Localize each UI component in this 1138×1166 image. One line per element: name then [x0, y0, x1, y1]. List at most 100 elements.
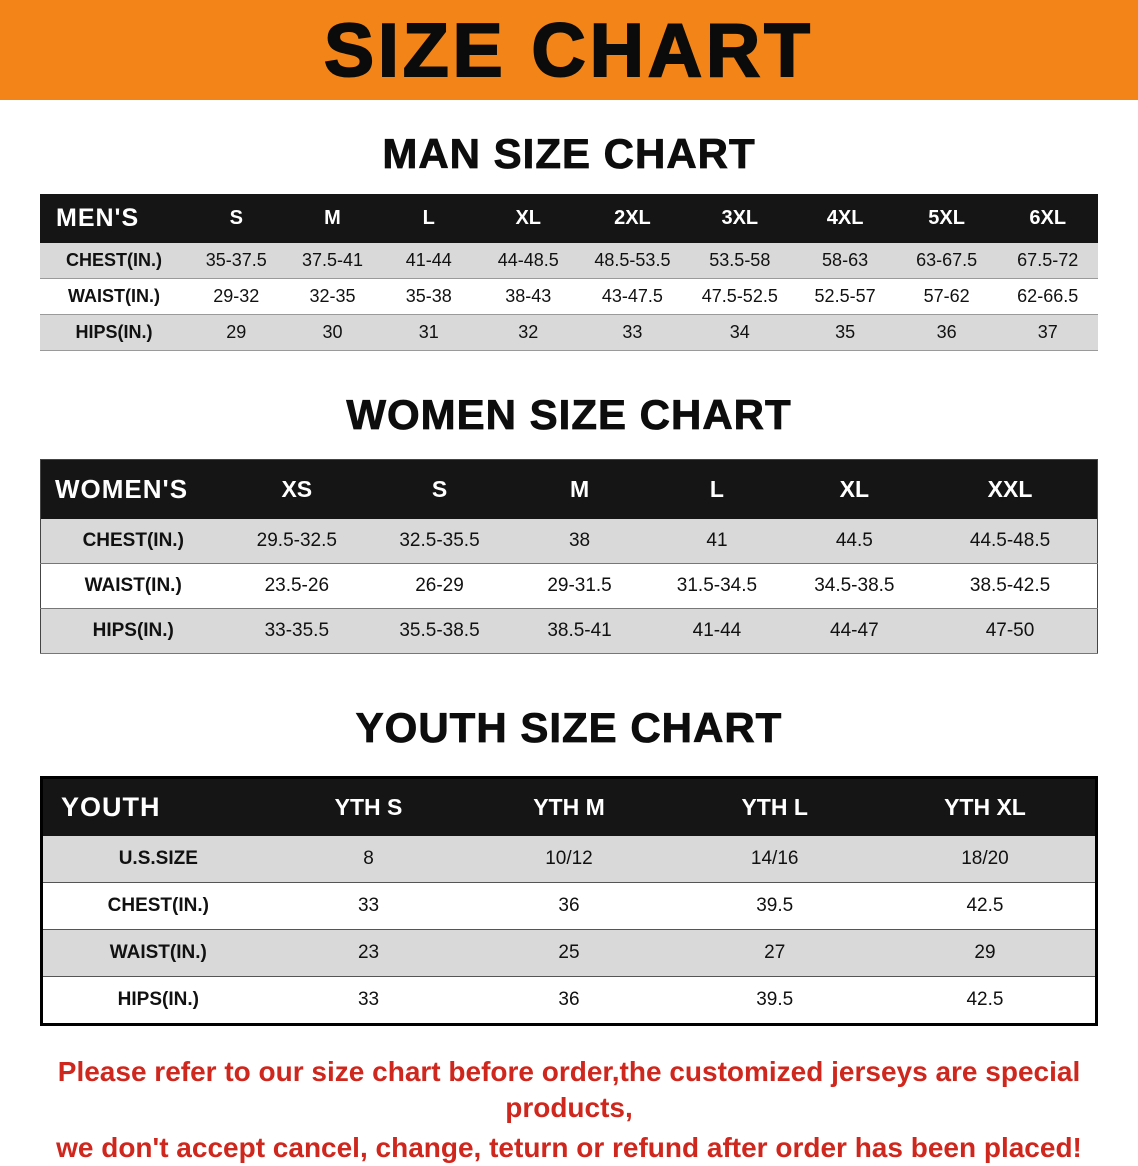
- men-waist-row: WAIST(IN.) 29-32 32-35 35-38 38-43 43-47…: [40, 279, 1098, 315]
- value-cell: 29.5-32.5: [256, 530, 337, 551]
- value-cell: 8: [363, 848, 374, 869]
- value-cell: 52.5-57: [814, 286, 876, 306]
- value-cell: 29-31.5: [547, 575, 612, 596]
- youth-size-header: YTH M: [463, 777, 675, 836]
- women-section: WOMEN SIZE CHART WOMEN'S XS S M L XL XXL: [0, 391, 1138, 654]
- youth-heading: YOUTH SIZE CHART: [355, 704, 783, 752]
- value-cell: 44.5-48.5: [969, 530, 1051, 551]
- men-hips-row: HIPS(IN.) 29 30 31 32 33 34 35 36 37: [40, 314, 1098, 351]
- value-cell: 32-35: [309, 286, 356, 306]
- row-label: U.S.SIZE: [118, 848, 198, 869]
- value-cell: 30: [322, 322, 343, 342]
- women-size-header: XL: [785, 459, 924, 519]
- value-cell: 33: [357, 895, 380, 916]
- value-cell: 38: [568, 530, 591, 551]
- youth-size-header: YTH L: [674, 777, 875, 836]
- value-cell: 36: [558, 989, 580, 1010]
- value-cell: 47-50: [985, 620, 1035, 641]
- value-cell: 26-29: [415, 575, 464, 596]
- youth-section: YOUTH SIZE CHART YOUTH YTH S YTH M YTH L…: [0, 704, 1138, 1026]
- men-section: MAN SIZE CHART MEN'S S M L XL 2XL 3XL 4X…: [0, 130, 1138, 351]
- men-size-header: S: [188, 194, 285, 243]
- row-label: WAIST(IN.): [68, 286, 161, 306]
- women-hips-row: HIPS(IN.) 33-35.5 35.5-38.5 38.5-41 41-4…: [40, 608, 1098, 654]
- youth-waist-row: WAIST(IN.) 23 25 27 29: [41, 929, 1097, 977]
- youth-ussize-row: U.S.SIZE 8 10/12 14/16 18/20: [41, 836, 1097, 883]
- value-cell: 27: [764, 942, 786, 963]
- value-cell: 10/12: [545, 848, 593, 869]
- youth-size-header: YTH S: [273, 777, 464, 836]
- women-size-header: XS: [225, 459, 369, 519]
- value-cell: 42.5: [966, 895, 1004, 916]
- value-cell: 41: [706, 530, 728, 551]
- women-size-table: WOMEN'S XS S M L XL XXL CHEST(IN.) 29.5-…: [40, 459, 1098, 654]
- men-size-header: 2XL: [579, 194, 686, 243]
- value-cell: 35-38: [405, 286, 452, 306]
- value-cell: 37.5-41: [301, 250, 364, 270]
- value-cell: 18/20: [961, 848, 1009, 869]
- value-cell: 29: [226, 322, 247, 342]
- value-cell: 31: [418, 322, 439, 342]
- value-cell: 44.5: [835, 530, 873, 551]
- value-cell: 63-67.5: [916, 250, 978, 270]
- value-cell: 31.5-34.5: [676, 575, 758, 596]
- row-label: CHEST(IN.): [82, 530, 184, 551]
- value-cell: 23.5-26: [264, 575, 330, 596]
- women-size-header: XXL: [923, 459, 1098, 519]
- women-size-header: L: [648, 459, 786, 519]
- men-size-header: 6XL: [997, 194, 1098, 243]
- value-cell: 25: [558, 942, 580, 963]
- value-cell: 33-35.5: [264, 620, 330, 641]
- men-size-header: 4XL: [794, 194, 896, 243]
- men-size-header: 3XL: [685, 194, 795, 243]
- value-cell: 33: [357, 989, 380, 1010]
- men-size-header: M: [284, 194, 381, 243]
- value-cell: 39.5: [756, 895, 794, 916]
- value-cell: 23: [357, 942, 380, 963]
- youth-table-label: YOUTH: [41, 777, 274, 836]
- row-label: WAIST(IN.): [109, 942, 207, 963]
- value-cell: 58-63: [822, 250, 869, 270]
- row-label: CHEST(IN.): [66, 250, 163, 270]
- value-cell: 43-47.5: [601, 286, 663, 306]
- value-cell: 38.5-42.5: [969, 575, 1051, 596]
- women-waist-row: WAIST(IN.) 23.5-26 26-29 29-31.5 31.5-34…: [40, 564, 1098, 609]
- value-cell: 35: [835, 322, 856, 342]
- value-cell: 14/16: [750, 848, 799, 869]
- value-cell: 35.5-38.5: [399, 620, 480, 641]
- youth-hips-row: HIPS(IN.) 33 36 39.5 42.5: [41, 977, 1097, 1025]
- value-cell: 47.5-52.5: [701, 286, 778, 306]
- value-cell: 44-48.5: [497, 250, 559, 270]
- page-title: SIZE CHART: [323, 7, 814, 93]
- youth-chest-row: CHEST(IN.) 33 36 39.5 42.5: [41, 883, 1097, 930]
- value-cell: 34.5-38.5: [814, 575, 895, 596]
- value-cell: 29-32: [213, 286, 260, 306]
- women-chest-row: CHEST(IN.) 29.5-32.5 32.5-35.5 38 41 44.…: [40, 519, 1098, 564]
- value-cell: 32.5-35.5: [399, 530, 480, 551]
- value-cell: 37: [1037, 322, 1058, 342]
- women-header-row: WOMEN'S XS S M L XL XXL: [40, 459, 1098, 519]
- women-heading: WOMEN SIZE CHART: [346, 391, 792, 439]
- men-heading: MAN SIZE CHART: [382, 130, 756, 178]
- youth-size-table: YOUTH YTH S YTH M YTH L YTH XL U.S.SIZE …: [40, 776, 1098, 1026]
- men-table-label: MEN'S: [40, 194, 189, 243]
- value-cell: 44-47: [830, 620, 879, 641]
- value-cell: 38.5-41: [547, 620, 612, 641]
- men-size-header: L: [380, 194, 477, 243]
- value-cell: 32: [518, 322, 539, 342]
- men-size-header: XL: [476, 194, 580, 243]
- women-size-header: S: [368, 459, 511, 519]
- value-cell: 67.5-72: [1017, 250, 1079, 270]
- row-label: HIPS(IN.): [92, 620, 174, 641]
- value-cell: 53.5-58: [709, 250, 771, 270]
- disclaimer: Please refer to our size chart before or…: [0, 1054, 1138, 1166]
- youth-header-row: YOUTH YTH S YTH M YTH L YTH XL: [41, 777, 1097, 836]
- men-size-header: 5XL: [895, 194, 998, 243]
- value-cell: 39.5: [756, 989, 794, 1010]
- men-header-row: MEN'S S M L XL 2XL 3XL 4XL 5XL 6XL: [40, 194, 1098, 243]
- value-cell: 57-62: [923, 286, 970, 306]
- value-cell: 48.5-53.5: [594, 250, 671, 270]
- title-banner: SIZE CHART: [0, 0, 1138, 100]
- row-label: HIPS(IN.): [117, 989, 199, 1010]
